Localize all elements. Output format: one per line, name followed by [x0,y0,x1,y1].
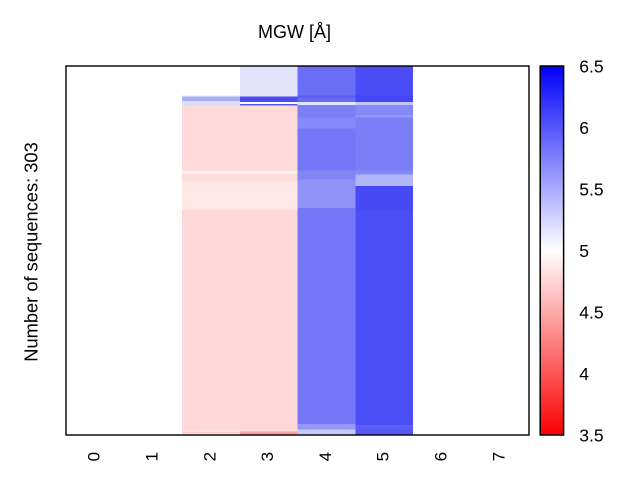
svg-text:5.5: 5.5 [579,179,603,199]
svg-text:1: 1 [143,452,162,461]
svg-text:5: 5 [374,452,393,461]
svg-text:2: 2 [200,452,219,461]
svg-text:3.5: 3.5 [579,425,603,445]
svg-text:0: 0 [85,452,104,461]
svg-text:Number of sequences: 303: Number of sequences: 303 [21,142,42,362]
svg-text:6.5: 6.5 [579,56,603,76]
svg-text:6: 6 [579,118,589,138]
svg-text:3: 3 [258,452,277,461]
svg-text:MGW [Å]: MGW [Å] [258,22,331,42]
svg-text:4: 4 [579,364,589,384]
svg-text:7: 7 [489,452,508,461]
svg-text:6: 6 [432,452,451,461]
svg-text:4.5: 4.5 [579,302,603,322]
svg-text:5: 5 [579,241,589,261]
svg-text:4: 4 [316,452,335,461]
